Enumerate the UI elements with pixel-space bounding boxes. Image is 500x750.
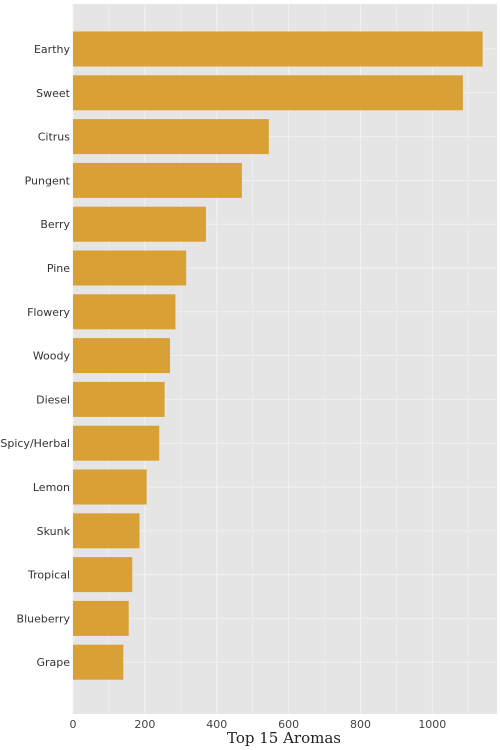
chart-title: Top 15 Aromas — [227, 729, 341, 747]
category-label: Flowery — [27, 306, 70, 319]
category-label: Woody — [33, 350, 71, 363]
bar-berry — [73, 206, 206, 242]
bar-diesel — [73, 381, 165, 417]
category-label: Diesel — [36, 393, 70, 406]
bar-spicy-herbal — [73, 425, 160, 461]
category-label: Lemon — [33, 481, 70, 494]
bar-citrus — [73, 119, 269, 155]
bar-sweet — [73, 75, 463, 111]
x-tick-label: 400 — [206, 718, 227, 731]
x-axis-ticks: 0 200 400 600 800 1000 — [70, 718, 447, 731]
category-labels: Earthy Sweet Citrus Pungent Berry Pine Flowery… — [0, 43, 70, 669]
bar-tropical — [73, 557, 133, 593]
bar-blueberry — [73, 600, 129, 636]
bar-woody — [73, 338, 171, 374]
category-label: Pine — [47, 262, 70, 275]
category-label: Citrus — [38, 131, 71, 144]
category-label: Blueberry — [17, 612, 71, 625]
bar-series — [73, 31, 483, 680]
category-label: Pungent — [25, 174, 71, 187]
x-tick-label: 800 — [350, 718, 371, 731]
bar-grape — [73, 644, 124, 680]
bar-pungent — [73, 162, 242, 198]
category-label: Sweet — [36, 87, 71, 100]
category-label: Spicy/Herbal — [0, 437, 70, 450]
x-tick-label: 200 — [134, 718, 155, 731]
x-tick-label: 1000 — [418, 718, 446, 731]
category-label: Berry — [40, 218, 70, 231]
x-tick-label: 0 — [70, 718, 77, 731]
x-tick-label: 600 — [278, 718, 299, 731]
bar-skunk — [73, 513, 140, 549]
category-label: Tropical — [27, 569, 70, 582]
bar-flowery — [73, 294, 176, 330]
category-label: Skunk — [37, 525, 71, 538]
bar-earthy — [73, 31, 483, 67]
bar-pine — [73, 250, 187, 286]
category-label: Grape — [36, 656, 70, 669]
bar-lemon — [73, 469, 147, 505]
category-label: Earthy — [34, 43, 70, 56]
